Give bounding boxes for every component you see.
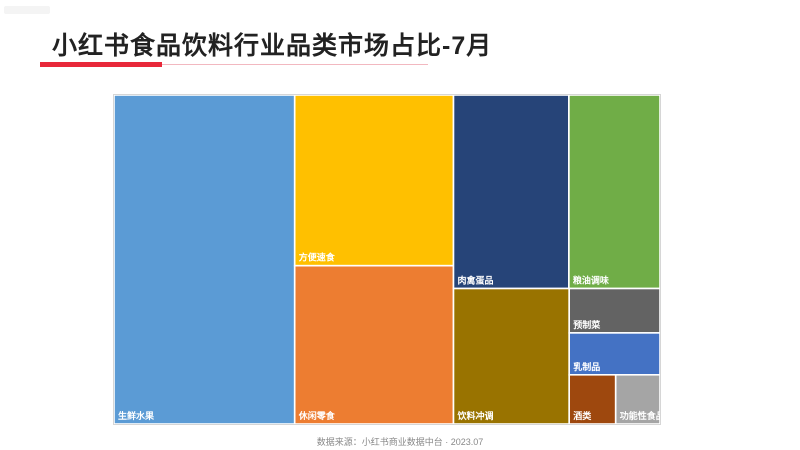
treemap-rect [114, 95, 296, 424]
data-source-note: 数据来源：小红书商业数据中台 · 2023.07 [316, 437, 484, 447]
treemap-cell-9: 酒类 [568, 373, 617, 424]
treemap-label: 方便速食 [299, 252, 336, 263]
treemap-cell-8: 乳制品 [568, 332, 660, 376]
title-divider [40, 64, 428, 65]
treemap-label: 饮料冲调 [457, 410, 494, 421]
treemap-cell-7: 预制菜 [568, 287, 660, 334]
brand-logo [4, 6, 50, 14]
treemap-label: 肉禽蛋品 [458, 275, 494, 286]
treemap-rect [452, 287, 570, 424]
treemap-rect [568, 95, 660, 290]
treemap-label: 粮油调味 [573, 275, 609, 286]
treemap-label: 乳制品 [573, 361, 600, 372]
treemap-label: 预制菜 [573, 319, 601, 330]
treemap-rect [293, 95, 455, 267]
treemap-label: 功能性食品 [620, 410, 660, 421]
page-title: 小红书食品饮料行业品类市场占比-7月 [52, 32, 493, 60]
treemap-rect [614, 373, 660, 424]
treemap-cell-6: 饮料冲调 [452, 287, 570, 424]
treemap-cell-10: 功能性食品 [614, 373, 660, 424]
treemap-rect [568, 373, 617, 424]
treemap-label: 酒类 [573, 410, 592, 421]
treemap-label: 生鲜水果 [118, 410, 155, 421]
treemap-label: 休闲零食 [298, 410, 336, 421]
treemap-cell-5: 粮油调味 [568, 95, 660, 290]
treemap-cell-4: 肉禽蛋品 [452, 95, 570, 290]
treemap-cell-2: 方便速食 [293, 95, 455, 267]
treemap-rect [452, 95, 570, 290]
treemap-cell-1: 生鲜水果 [114, 95, 296, 424]
title-accent-bar [40, 62, 162, 67]
treemap-cell-3: 休闲零食 [293, 264, 455, 424]
treemap-rect [293, 264, 455, 424]
